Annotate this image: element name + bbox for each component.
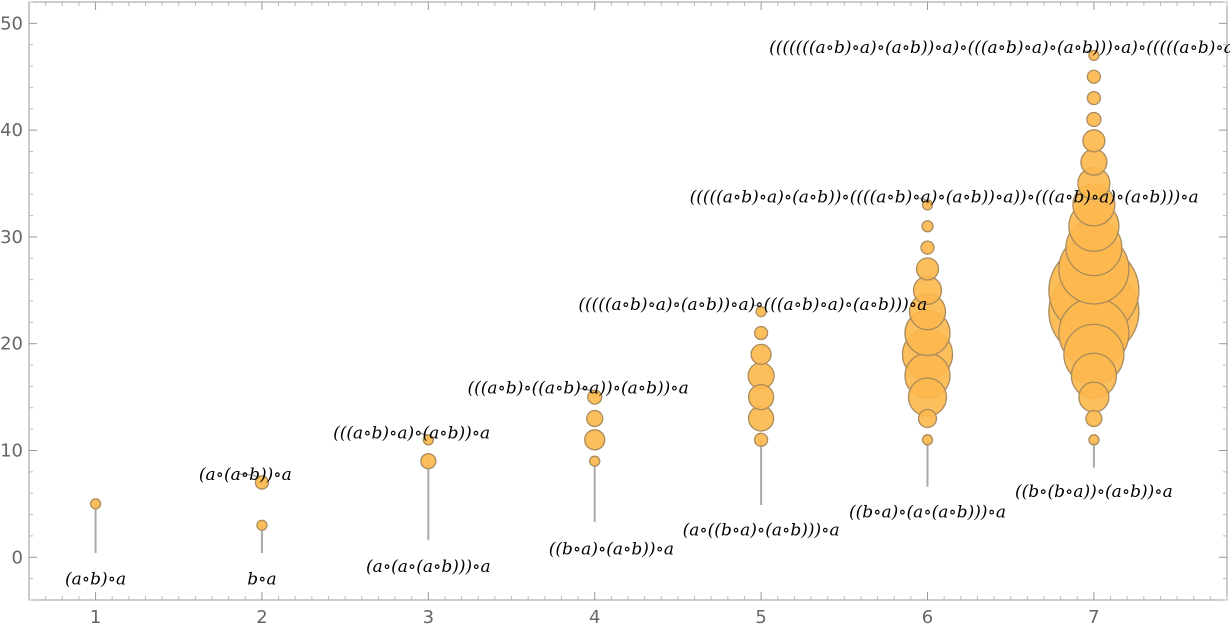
bubble-point bbox=[915, 257, 940, 281]
expression-label: (a∘((b∘a)∘(a∘b)))∘a bbox=[683, 521, 840, 541]
expression-labels: (a∘b)∘a b∘a (a∘(a∘b))∘a (a∘(a∘(a∘b)))∘a (((a… bbox=[65, 38, 1230, 590]
x-tick-label: 6 bbox=[922, 607, 933, 628]
bubble-point bbox=[921, 199, 934, 211]
bubble-point bbox=[420, 453, 437, 470]
bubble-point bbox=[256, 519, 268, 531]
bubble-point bbox=[254, 475, 270, 490]
x-tick-label: 4 bbox=[589, 607, 600, 628]
bubble-point bbox=[921, 434, 934, 446]
expression-label: (((((a∘b)∘a)∘(a∘b))∘((((a∘b)∘a)∘(a∘b))∘a… bbox=[690, 187, 1199, 207]
bubble-point bbox=[1088, 434, 1100, 446]
bubble-point bbox=[753, 432, 769, 447]
bubble-point bbox=[1088, 49, 1100, 62]
y-tick-label: 30 bbox=[0, 227, 23, 248]
expression-label: (a∘(a∘b))∘a bbox=[199, 465, 292, 485]
leader-lines bbox=[236, 50, 1095, 483]
bubble-point bbox=[422, 434, 434, 446]
bubble-point bbox=[586, 409, 604, 428]
bubble-point bbox=[921, 220, 934, 233]
bubbles bbox=[89, 49, 1140, 531]
bubble-point bbox=[753, 325, 769, 341]
expression-label: (a∘b)∘a bbox=[65, 570, 126, 590]
bubble-point bbox=[920, 240, 935, 255]
expression-label: (((a∘b)∘((a∘b)∘a))∘(a∘b))∘a bbox=[467, 378, 688, 398]
bubble-point bbox=[584, 429, 606, 451]
x-tick-label: 5 bbox=[755, 607, 766, 628]
bubble-point bbox=[1086, 69, 1102, 84]
bubble-point bbox=[1078, 381, 1110, 413]
expression-label: (((((a∘b)∘a)∘(a∘b))∘a)∘(((a∘b)∘a)∘(a∘b))… bbox=[578, 295, 927, 315]
y-tick-label: 40 bbox=[0, 120, 23, 141]
y-tick-label: 0 bbox=[12, 547, 23, 568]
bubble-point bbox=[1085, 409, 1103, 428]
bubble-point bbox=[1086, 90, 1102, 106]
y-tick-label: 10 bbox=[0, 441, 23, 462]
x-tick-label: 3 bbox=[423, 607, 434, 628]
x-tick-label: 2 bbox=[256, 607, 267, 628]
y-tick-label: 20 bbox=[0, 334, 23, 355]
bubble-point bbox=[589, 455, 601, 467]
bubble-point bbox=[1080, 148, 1108, 176]
expression-label: ((b∘a)∘(a∘b))∘a bbox=[549, 540, 674, 560]
expression-label: ((b∘(b∘a))∘(a∘b))∘a bbox=[1015, 482, 1173, 502]
x-tick-label: 1 bbox=[90, 607, 101, 628]
expression-label: (((a∘b)∘a)∘(a∘b))∘a bbox=[333, 423, 490, 443]
bubble-point bbox=[1086, 111, 1102, 128]
expression-label: b∘a bbox=[247, 570, 276, 590]
expression-label: ((b∘a)∘(a∘(a∘b)))∘a bbox=[849, 502, 1006, 522]
bubble-point bbox=[750, 343, 772, 366]
bubble-point bbox=[917, 408, 938, 429]
expression-label: (((((((a∘b)∘a)∘(a∘b))∘a)∘(((a∘b)∘a)∘(a∘b… bbox=[769, 38, 1230, 58]
bubble-point bbox=[89, 498, 102, 510]
bubble-point bbox=[755, 306, 767, 318]
bubble-point bbox=[1082, 129, 1106, 153]
bubble-point bbox=[587, 389, 603, 405]
x-tick-label: 7 bbox=[1088, 607, 1099, 628]
bubble-point bbox=[747, 383, 775, 411]
y-tick-label: 50 bbox=[0, 13, 23, 34]
expression-label: (a∘(a∘(a∘b)))∘a bbox=[366, 557, 491, 577]
stems bbox=[94, 439, 1095, 554]
